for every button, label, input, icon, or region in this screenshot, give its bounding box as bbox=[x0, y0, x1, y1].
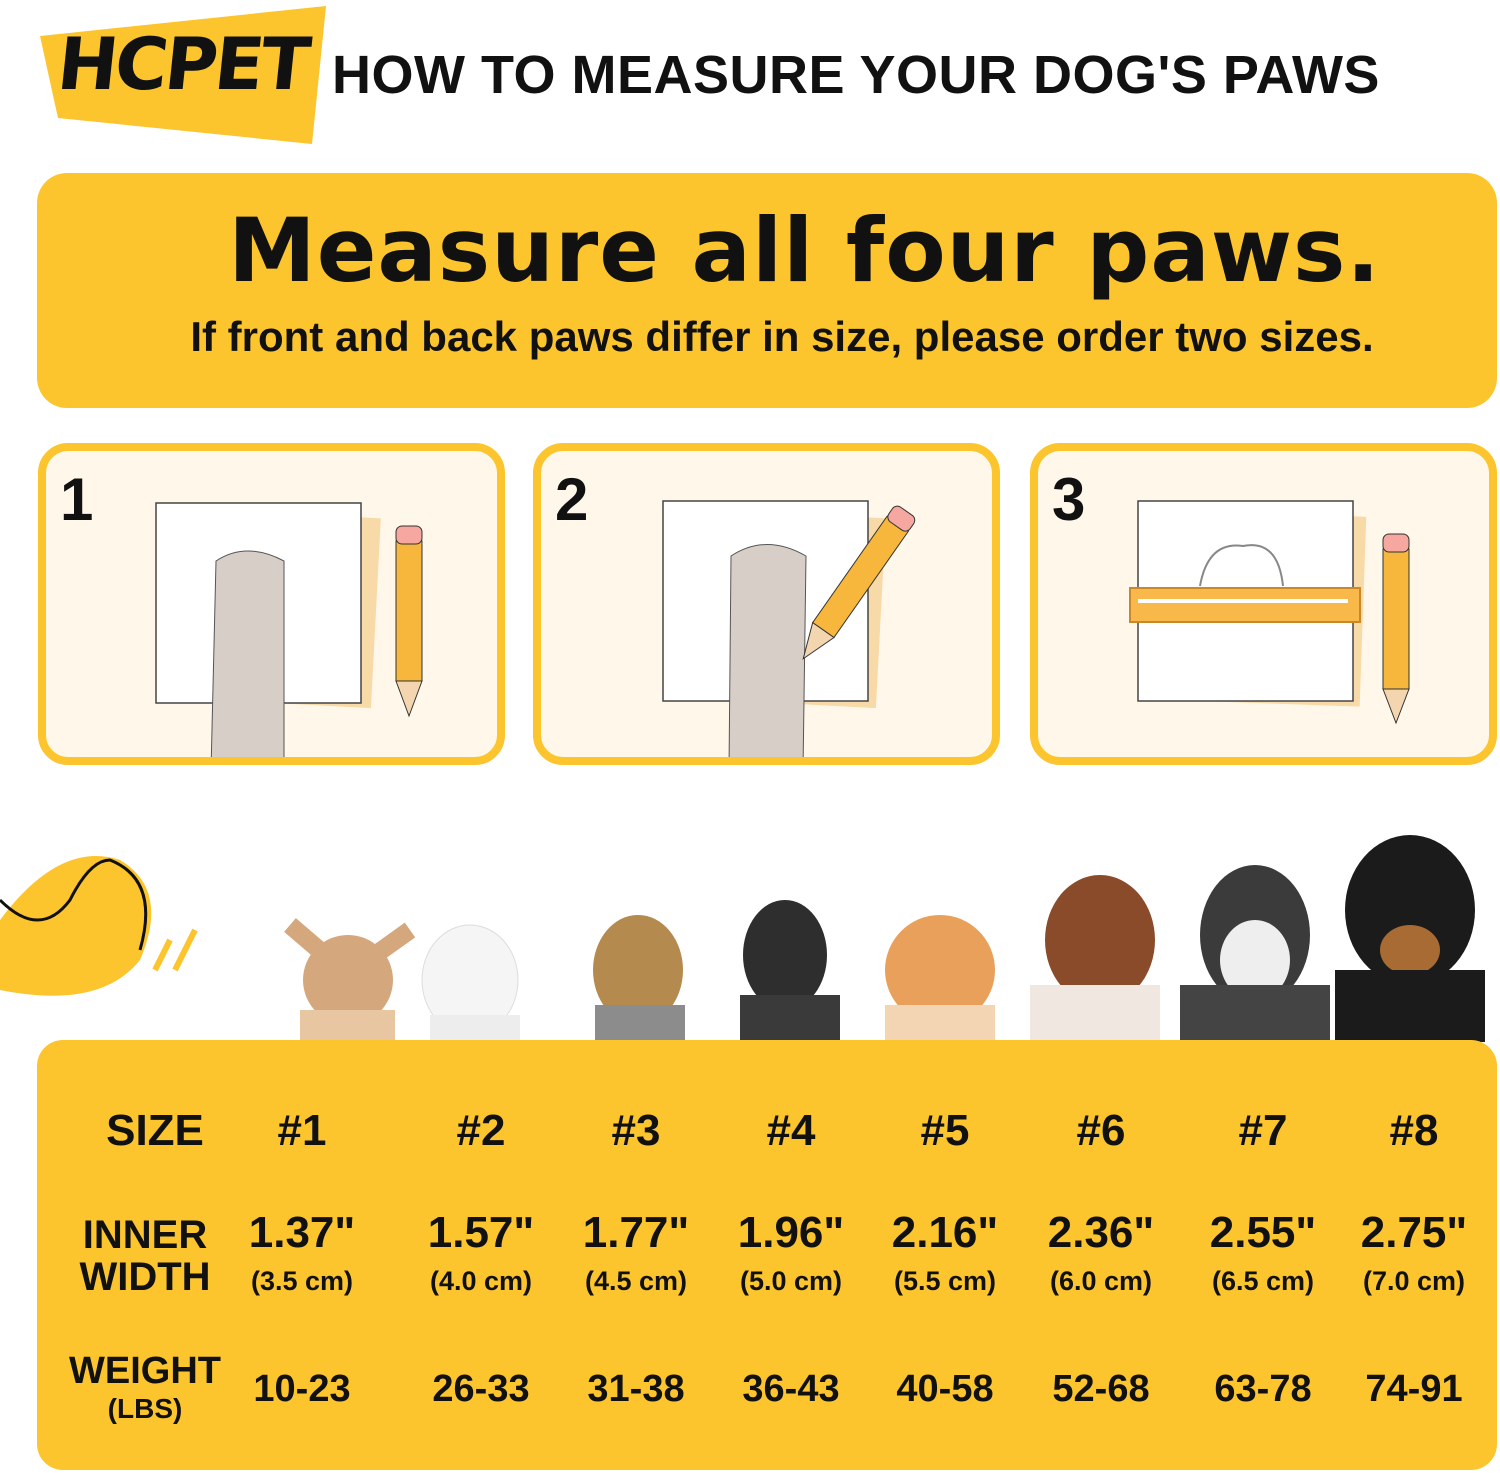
size-inch-cell: 2.55" bbox=[1209, 1208, 1317, 1257]
rottweiler-image bbox=[1335, 835, 1485, 1042]
label-line-2: WIDTH bbox=[79, 1255, 211, 1299]
chihuahua-image bbox=[284, 918, 416, 1042]
label-weight-unit: (LBS) bbox=[107, 1393, 183, 1424]
size-weight-cell: 52-68 bbox=[1052, 1368, 1150, 1410]
logo-background bbox=[40, 6, 326, 144]
size-inch-cell: 2.75" bbox=[1360, 1208, 1468, 1257]
label-line-1: INNER bbox=[82, 1213, 208, 1257]
size-size-cell: #4 bbox=[766, 1106, 816, 1155]
husky-image bbox=[1180, 865, 1330, 1042]
page-title: HOW TO MEASURE YOUR DOG'S PAWS bbox=[332, 45, 1380, 105]
size-weight-cell: 63-78 bbox=[1214, 1368, 1312, 1410]
size-inch-cell: 1.77" bbox=[582, 1208, 690, 1257]
step-number: 2 bbox=[555, 466, 589, 533]
size-weight-cell: 31-38 bbox=[587, 1368, 685, 1410]
size-size-cell: #1 bbox=[277, 1106, 327, 1155]
instruction-banner: Measure all four paws. If front and back… bbox=[37, 173, 1497, 408]
size-weight-cell: 36-43 bbox=[742, 1368, 840, 1410]
pencil-icon bbox=[395, 525, 423, 718]
brand-logo: HCPET bbox=[53, 22, 312, 106]
measure-with-ruler-illustration bbox=[1129, 500, 1410, 725]
size-inch-cell: 1.57" bbox=[427, 1208, 535, 1257]
size-weight-cell: 74-91 bbox=[1365, 1368, 1463, 1410]
row-label-weight: WEIGHT (LBS) bbox=[69, 1350, 221, 1425]
pencil-icon bbox=[802, 505, 916, 660]
size-cm-cell: (7.0 cm) bbox=[1362, 1266, 1466, 1296]
size-weight-cell: 26-33 bbox=[432, 1368, 530, 1410]
ruler-icon bbox=[1129, 587, 1361, 623]
schnauzer-image bbox=[740, 900, 840, 1042]
step-2-panel: 2 bbox=[533, 443, 1000, 765]
step-3-panel: 3 bbox=[1030, 443, 1497, 765]
row-label-size: SIZE bbox=[106, 1106, 204, 1155]
bichon-image bbox=[421, 924, 520, 1042]
step-1-panel: 1 bbox=[38, 443, 505, 765]
australian-shepherd-image bbox=[1030, 875, 1160, 1042]
trace-paw-illustration bbox=[662, 500, 916, 757]
size-cm-cell: (3.5 cm) bbox=[250, 1266, 354, 1296]
size-size-cell: #2 bbox=[456, 1106, 506, 1155]
pencil-icon bbox=[1382, 533, 1410, 725]
size-size-cell: #8 bbox=[1389, 1106, 1439, 1155]
size-inch-cell: 2.36" bbox=[1047, 1208, 1155, 1257]
decorative-swoosh-icon bbox=[0, 856, 198, 996]
shiba-image bbox=[885, 915, 995, 1042]
size-cm-cell: (5.5 cm) bbox=[893, 1266, 997, 1296]
yorkie-image bbox=[593, 915, 685, 1042]
banner-headline: Measure all four paws. bbox=[228, 199, 1381, 302]
step-number: 3 bbox=[1052, 466, 1086, 533]
dog-breeds-row bbox=[0, 835, 1485, 1042]
label-weight: WEIGHT bbox=[69, 1350, 221, 1392]
size-weight-cell: 10-23 bbox=[253, 1368, 351, 1410]
size-cm-cell: (5.0 cm) bbox=[739, 1266, 843, 1296]
size-cm-cell: (4.0 cm) bbox=[429, 1266, 533, 1296]
paw-on-paper-illustration bbox=[155, 502, 423, 757]
step-number: 1 bbox=[60, 466, 94, 533]
size-cm-cell: (6.0 cm) bbox=[1049, 1266, 1153, 1296]
size-cm-cell: (4.5 cm) bbox=[584, 1266, 688, 1296]
size-cm-cell: (6.5 cm) bbox=[1211, 1266, 1315, 1296]
size-size-cell: #6 bbox=[1076, 1106, 1126, 1155]
size-size-cell: #5 bbox=[920, 1106, 970, 1155]
banner-subtitle: If front and back paws differ in size, p… bbox=[190, 313, 1374, 360]
size-chart: SIZE INNER WIDTH WEIGHT (LBS) #1 1.37" (3.… bbox=[37, 1040, 1497, 1470]
size-size-cell: #3 bbox=[611, 1106, 661, 1155]
size-weight-cell: 40-58 bbox=[896, 1368, 994, 1410]
size-inch-cell: 1.96" bbox=[737, 1208, 845, 1257]
size-inch-cell: 2.16" bbox=[891, 1208, 999, 1257]
row-label-inner-width: INNER WIDTH bbox=[79, 1214, 210, 1298]
size-inch-cell: 1.37" bbox=[248, 1208, 356, 1257]
size-size-cell: #7 bbox=[1238, 1106, 1288, 1155]
